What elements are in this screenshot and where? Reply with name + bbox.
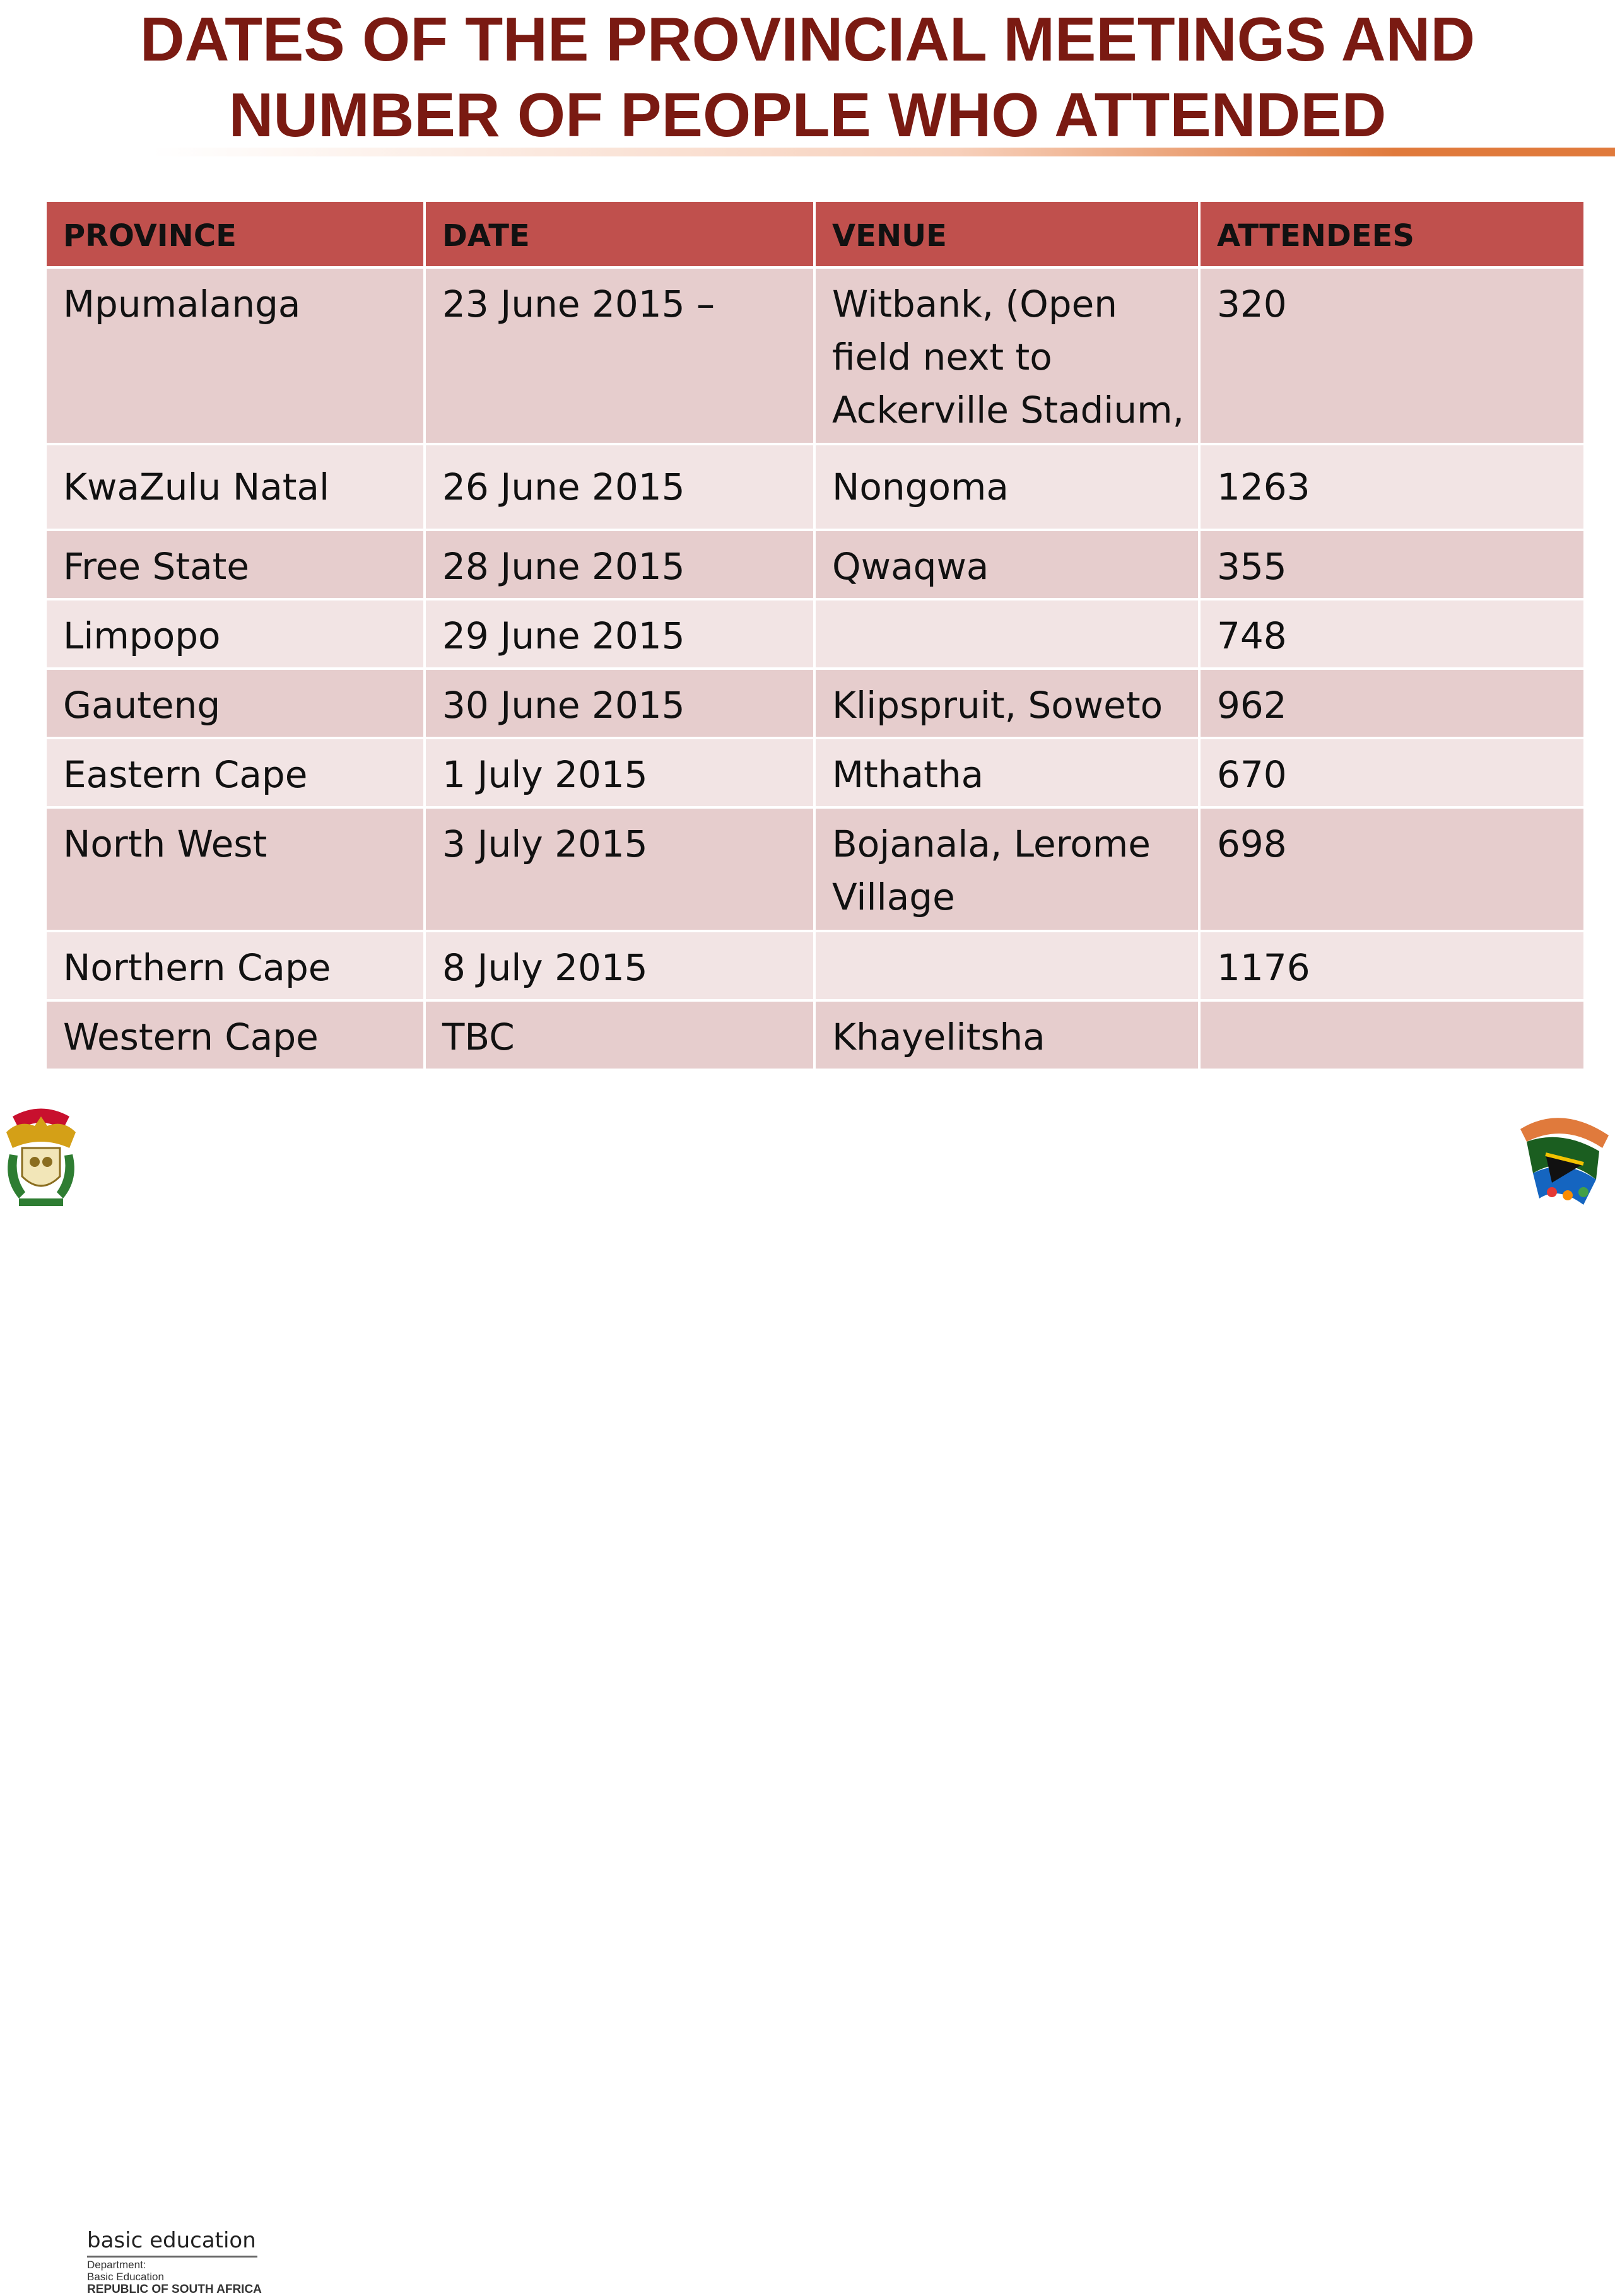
cell-venue: Mthatha	[813, 737, 1201, 809]
cell-attendees: 670	[1198, 737, 1586, 809]
table-row: Western Cape TBC Khayelitsha	[44, 999, 1586, 1071]
department-name: basic education	[87, 2228, 257, 2258]
cell-province: Eastern Cape	[44, 737, 426, 809]
twenty-years-of-freedom-icon	[1520, 1118, 1609, 1205]
meetings-table: PROVINCE DATE VENUE ATTENDEES Mpumalanga…	[44, 199, 1586, 1071]
cell-province: Limpopo	[44, 598, 426, 670]
table-row: Eastern Cape 1 July 2015 Mthatha 670	[44, 737, 1586, 809]
department-subname: Basic Education	[87, 2271, 164, 2283]
cell-date: 30 June 2015	[423, 667, 816, 739]
cell-date: 23 June 2015 –	[423, 266, 816, 445]
twenty-years-logo	[1508, 1104, 1615, 1211]
table-header-row: PROVINCE DATE VENUE ATTENDEES	[44, 199, 1586, 269]
cell-attendees: 320	[1198, 266, 1586, 445]
cell-date: 1 July 2015	[423, 737, 816, 809]
cell-venue: Witbank, (Open field next to Ackerville …	[813, 266, 1201, 445]
cell-venue: Bojanala, Lerome Village	[813, 806, 1201, 932]
cell-venue: Qwaqwa	[813, 529, 1201, 600]
department-logo: basic education Department: Basic Educat…	[0, 1104, 278, 2296]
department-label: Department:	[87, 2259, 146, 2271]
table-row: KwaZulu Natal 26 June 2015 Nongoma 1263	[44, 443, 1586, 531]
title-underline-rule	[151, 148, 1615, 156]
cell-province: Mpumalanga	[44, 266, 426, 445]
cell-venue: Khayelitsha	[813, 999, 1201, 1071]
cell-venue	[813, 930, 1201, 1002]
cell-date: 29 June 2015	[423, 598, 816, 670]
header-venue: VENUE	[813, 199, 1201, 269]
cell-attendees: 355	[1198, 529, 1586, 600]
header-attendees: ATTENDEES	[1198, 199, 1586, 269]
table-row: Free State 28 June 2015 Qwaqwa 355	[44, 529, 1586, 600]
header-date: DATE	[423, 199, 816, 269]
cell-province: North West	[44, 806, 426, 932]
table-row: Gauteng 30 June 2015 Klipspruit, Soweto …	[44, 667, 1586, 739]
cell-attendees: 1176	[1198, 930, 1586, 1002]
republic-label: REPUBLIC OF SOUTH AFRICA	[87, 2283, 262, 2296]
cell-venue: Nongoma	[813, 443, 1201, 531]
cell-attendees: 698	[1198, 806, 1586, 932]
table-row: Mpumalanga 23 June 2015 – Witbank, (Open…	[44, 266, 1586, 445]
cell-venue	[813, 598, 1201, 670]
title-line-2: NUMBER OF PEOPLE WHO ATTENDED	[228, 80, 1387, 149]
table-row: Northern Cape 8 July 2015 1176	[44, 930, 1586, 1002]
cell-province: KwaZulu Natal	[44, 443, 426, 531]
cell-province: Northern Cape	[44, 930, 426, 1002]
cell-date: 28 June 2015	[423, 529, 816, 600]
header-province: PROVINCE	[44, 199, 426, 269]
cell-province: Free State	[44, 529, 426, 600]
cell-date: 3 July 2015	[423, 806, 816, 932]
table-row: North West 3 July 2015 Bojanala, Lerome …	[44, 806, 1586, 932]
cell-attendees: 748	[1198, 598, 1586, 670]
cell-attendees	[1198, 999, 1586, 1071]
title-line-1: DATES OF THE PROVINCIAL MEETINGS AND	[139, 4, 1476, 74]
cell-date: 8 July 2015	[423, 930, 816, 1002]
cell-province: Gauteng	[44, 667, 426, 739]
cell-attendees: 962	[1198, 667, 1586, 739]
cell-attendees: 1263	[1198, 443, 1586, 531]
cell-province: Western Cape	[44, 999, 426, 1071]
page-title: DATES OF THE PROVINCIAL MEETINGS AND NUM…	[0, 0, 1615, 153]
cell-venue: Klipspruit, Soweto	[813, 667, 1201, 739]
coat-of-arms-icon	[6, 1108, 76, 1206]
cell-date: 26 June 2015	[423, 443, 816, 531]
cell-date: TBC	[423, 999, 816, 1071]
table-row: Limpopo 29 June 2015 748	[44, 598, 1586, 670]
